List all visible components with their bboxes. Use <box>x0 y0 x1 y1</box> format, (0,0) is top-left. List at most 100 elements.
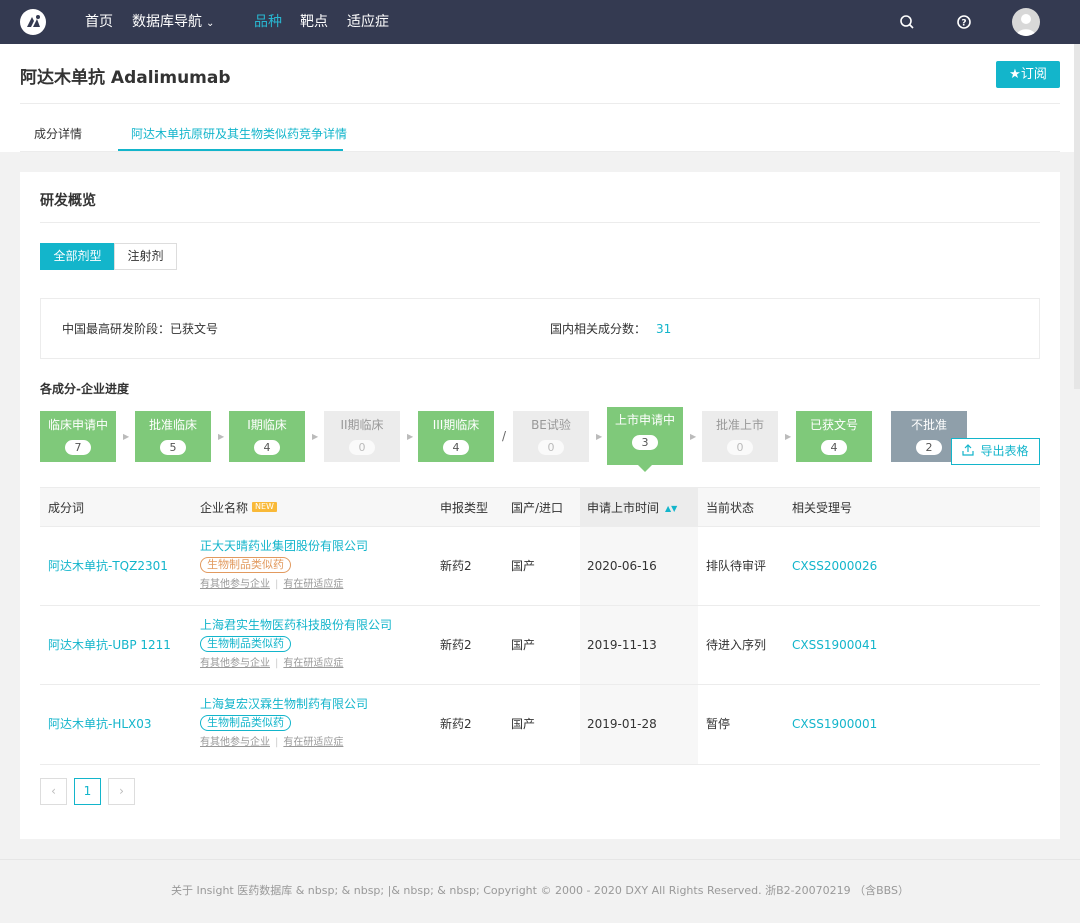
th-date[interactable]: 申请上市时间 ▲▼ <box>587 500 677 517</box>
header-panel <box>0 44 1080 152</box>
nav-indications[interactable]: 适应症 <box>347 14 389 30</box>
sorted-column-bg <box>580 606 698 685</box>
acceptance-link[interactable]: CXSS1900041 <box>792 638 878 652</box>
th-type: 申报类型 <box>440 501 489 515</box>
selected-stage-pointer <box>638 465 652 472</box>
stage-label: 上市申请中 <box>614 413 675 427</box>
row-sublinks: 有其他参与企业 | 有在研适应症 <box>200 578 343 592</box>
active-tab-indicator <box>118 149 343 151</box>
filter-all-dosage-forms[interactable]: 全部剂型 <box>40 243 115 270</box>
nav-database-label: 数据库导航 <box>132 14 202 30</box>
category-tag: 生物制品类似药 <box>200 636 291 652</box>
arrow-right-icon: ▶ <box>690 432 697 441</box>
stage-marketing-application[interactable]: 上市申请中 3 <box>607 407 683 465</box>
stage-label: 批准上市 <box>715 418 764 432</box>
stage-count: 7 <box>65 440 91 455</box>
ingredient-link[interactable]: 阿达木单抗-TQZ2301 <box>48 559 168 573</box>
stage-marketing-approved[interactable]: 批准上市 0 <box>702 411 778 462</box>
stage-phase-2[interactable]: II期临床 0 <box>324 411 400 462</box>
separator: | <box>275 658 279 669</box>
divider <box>0 859 1080 860</box>
stage-count: 0 <box>538 440 564 455</box>
arrow-right-icon: ▶ <box>596 432 603 441</box>
ingredient-link[interactable]: 阿达木单抗-HLX03 <box>48 717 152 731</box>
date-cell: 2019-11-13 <box>587 638 657 652</box>
nav-database[interactable]: 数据库导航 ⌄ <box>132 12 214 34</box>
stage-count: 0 <box>349 440 375 455</box>
origin-cell: 国产 <box>511 559 536 573</box>
th-ingredient: 成分词 <box>48 501 85 515</box>
page-1-button[interactable]: 1 <box>74 778 101 805</box>
stage-phase-3[interactable]: III期临床 4 <box>418 411 494 462</box>
type-cell: 新药2 <box>440 638 472 652</box>
ingredient-link[interactable]: 阿达木单抗-UBP 1211 <box>48 638 171 652</box>
svg-text:?: ? <box>961 19 966 29</box>
stage-be-trial[interactable]: BE试验 0 <box>513 411 589 462</box>
stage-label: II期临床 <box>340 418 384 432</box>
search-icon[interactable] <box>897 12 917 32</box>
divider <box>20 151 1060 152</box>
stage-label: 批准临床 <box>148 418 197 432</box>
origin-cell: 国产 <box>511 717 536 731</box>
row-divider <box>40 526 1040 527</box>
sorted-column-bg <box>580 527 698 606</box>
acceptance-link[interactable]: CXSS1900001 <box>792 717 878 731</box>
acceptance-link[interactable]: CXSS2000026 <box>792 559 878 573</box>
page-title: 阿达木单抗 Adalimumab <box>20 68 231 88</box>
company-link[interactable]: 上海君实生物医药科技股份有限公司 <box>200 618 393 632</box>
date-cell: 2019-01-28 <box>587 717 657 731</box>
status-cell: 待进入序列 <box>706 638 767 652</box>
stage-count: 4 <box>821 440 847 455</box>
avatar[interactable] <box>1012 8 1040 36</box>
divider <box>40 222 1040 223</box>
new-badge: NEW <box>252 502 277 512</box>
nav-home[interactable]: 首页 <box>85 14 113 30</box>
stage-clinical-application[interactable]: 临床申请中 7 <box>40 411 116 462</box>
nav-varieties[interactable]: 品种 <box>254 14 282 30</box>
indications-link[interactable]: 有在研适应症 <box>283 737 344 748</box>
help-icon[interactable]: ? <box>954 12 974 32</box>
other-companies-link[interactable]: 有其他参与企业 <box>200 658 270 669</box>
next-page-button[interactable]: › <box>108 778 135 805</box>
export-table-button[interactable]: 导出表格 <box>951 438 1040 465</box>
indications-link[interactable]: 有在研适应症 <box>283 658 344 669</box>
arrow-right-icon: ▶ <box>407 432 414 441</box>
progress-title: 各成分-企业进度 <box>40 382 129 396</box>
row-sublinks: 有其他参与企业 | 有在研适应症 <box>200 736 343 750</box>
arrow-right-icon: ▶ <box>312 432 319 441</box>
prev-page-button[interactable]: ‹ <box>40 778 67 805</box>
tab-ingredient-details[interactable]: 成分详情 <box>34 127 83 141</box>
sort-icon[interactable]: ▲▼ <box>665 504 678 513</box>
stage-label: 已获文号 <box>809 418 858 432</box>
stage-label: 不批准 <box>910 418 947 432</box>
stage-phase-1[interactable]: I期临床 4 <box>229 411 305 462</box>
th-date-label: 申请上市时间 <box>587 501 660 515</box>
other-companies-link[interactable]: 有其他参与企业 <box>200 737 270 748</box>
category-tag: 生物制品类似药 <box>200 557 291 573</box>
date-cell: 2020-06-16 <box>587 559 657 573</box>
filter-injection[interactable]: 注射剂 <box>114 243 177 270</box>
subscribe-button[interactable]: ★订阅 <box>996 61 1060 88</box>
export-label: 导出表格 <box>980 444 1029 458</box>
domestic-count-value[interactable]: 31 <box>656 322 672 336</box>
export-icon <box>962 444 975 456</box>
company-link[interactable]: 上海复宏汉霖生物制药有限公司 <box>200 697 369 711</box>
stage-approval-number[interactable]: 已获文号 4 <box>796 411 872 462</box>
separator: | <box>275 579 279 590</box>
chevron-down-icon: ⌄ <box>206 18 215 29</box>
table-header <box>40 487 1040 527</box>
nav-targets[interactable]: 靶点 <box>300 14 328 30</box>
indications-link[interactable]: 有在研适应症 <box>283 579 344 590</box>
scrollbar[interactable] <box>1074 44 1080 389</box>
logo-icon[interactable] <box>20 9 46 35</box>
stage-clinical-approved[interactable]: 批准临床 5 <box>135 411 211 462</box>
stage-count: 2 <box>916 440 942 455</box>
row-divider <box>40 764 1040 765</box>
domestic-count-label: 国内相关成分数： <box>550 322 647 336</box>
th-origin: 国产/进口 <box>511 501 564 515</box>
tab-competition-details[interactable]: 阿达木单抗原研及其生物类似药竞争详情 <box>131 127 348 141</box>
th-acceptance: 相关受理号 <box>792 501 853 515</box>
type-cell: 新药2 <box>440 717 472 731</box>
company-link[interactable]: 正大天晴药业集团股份有限公司 <box>200 539 369 553</box>
other-companies-link[interactable]: 有其他参与企业 <box>200 579 270 590</box>
